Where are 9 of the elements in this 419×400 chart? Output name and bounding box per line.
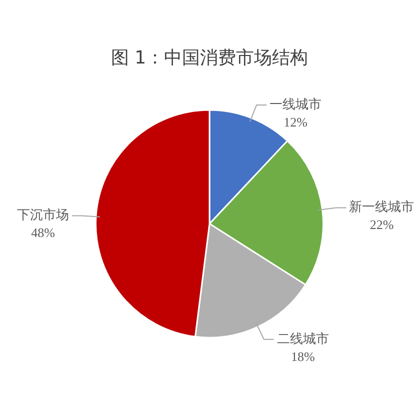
slice-label: 下沉市场 [17, 207, 69, 222]
data-label: 22% [370, 217, 394, 232]
slice-label: 一线城市 [270, 96, 322, 112]
chart-title: 图 1：中国消费市场结构 [110, 47, 308, 68]
slice-label: 新一线城市 [349, 199, 414, 214]
data-label: 48% [31, 225, 56, 240]
data-label: 18% [290, 348, 315, 364]
slice-label: 二线城市 [276, 330, 329, 346]
data-label: 12% [284, 114, 308, 130]
